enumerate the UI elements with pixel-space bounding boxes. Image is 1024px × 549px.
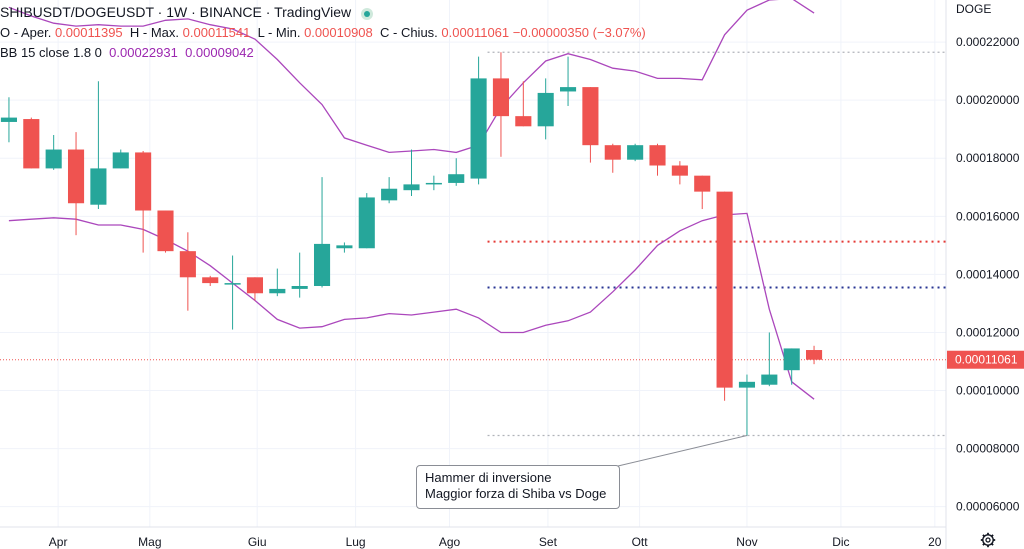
candle-down — [582, 87, 599, 146]
indicator-legend[interactable]: BB 15 close 1.8 0 0.00022931 0.00009042 — [0, 45, 254, 61]
x-tick-label: Ott — [632, 535, 649, 549]
candle-up — [269, 288, 286, 294]
annotation-line-2: Maggior forza di Shiba vs Doge — [425, 486, 607, 501]
candle-up — [291, 286, 308, 289]
candle-up — [403, 184, 420, 191]
candle-up — [425, 182, 442, 185]
candle-up — [448, 174, 465, 183]
candle-down — [157, 210, 174, 252]
x-tick-label: 20 — [928, 535, 942, 549]
candle-up — [224, 283, 241, 285]
candle-down — [515, 116, 532, 127]
annotation-connector — [617, 435, 748, 467]
close-value: 0.00011061 — [441, 25, 510, 40]
indicator-name[interactable]: BB 15 close 1.8 0 — [0, 45, 102, 60]
candle-down — [492, 78, 510, 117]
candle-down — [246, 277, 264, 294]
candle-down — [671, 165, 688, 176]
candle-down — [649, 145, 666, 166]
close-key: C - Chius. — [380, 25, 438, 40]
candle-down — [179, 251, 196, 278]
candle-down — [67, 149, 85, 204]
x-tick-label: Dic — [832, 535, 849, 549]
candle-up — [313, 243, 331, 287]
y-tick-label: 0.00022000 — [956, 35, 1020, 49]
bb-lower-value: 0.00009042 — [185, 45, 254, 60]
bb-upper-band — [8, 0, 815, 154]
y-tick-label: 0.00012000 — [956, 325, 1020, 339]
candle-up — [537, 92, 554, 127]
y-tick-label: 0.00020000 — [956, 93, 1020, 107]
candle-up — [112, 152, 129, 169]
y-tick-label: 0.00018000 — [956, 151, 1020, 165]
candle-down — [135, 152, 152, 211]
x-tick-label: Nov — [736, 535, 757, 549]
low-key: L - Min. — [257, 25, 301, 40]
low-value: 0.00010908 — [304, 25, 373, 40]
price-scale-title: DOGE — [956, 2, 992, 16]
bb-upper-value: 0.00022931 — [109, 45, 178, 60]
x-tick-label: Lug — [346, 535, 366, 549]
high-value: 0.00011541 — [182, 25, 251, 40]
candle-up — [381, 188, 398, 201]
last-price-label: 0.00011061 — [955, 353, 1018, 367]
candle-down — [604, 145, 621, 160]
change-value: −0.00000350 (−3.07%) — [512, 25, 646, 40]
candle-up — [90, 168, 107, 205]
candle-up — [470, 78, 487, 179]
candle-up — [336, 245, 353, 249]
symbol-title[interactable]: SHIBUSDT/DOGEUSDT · 1W · BINANCE · Tradi… — [0, 4, 352, 20]
y-tick-label: 0.00006000 — [956, 500, 1020, 514]
market-status-icon — [361, 7, 374, 20]
gear-icon[interactable] — [980, 532, 996, 548]
candle-down — [694, 175, 711, 192]
candle-up — [783, 348, 800, 371]
candle-up — [0, 117, 17, 122]
candle-up — [358, 197, 375, 249]
annotation-line-1: Hammer di inversione — [425, 470, 552, 485]
y-tick-label: 0.00016000 — [956, 209, 1020, 223]
open-value: 0.00011395 — [54, 25, 123, 40]
x-tick-label: Apr — [49, 535, 68, 549]
high-key: H - Max. — [129, 25, 180, 40]
candle-up — [559, 87, 577, 92]
candle-down — [716, 191, 733, 388]
open-key: O - Aper. — [0, 25, 52, 40]
last-price-badge — [947, 350, 1024, 369]
candle-down — [806, 350, 823, 360]
y-tick-label: 0.00010000 — [956, 384, 1020, 398]
x-tick-label: Set — [539, 535, 558, 549]
x-tick-label: Mag — [138, 535, 161, 549]
annotation-callout[interactable]: Hammer di inversione Maggior forza di Sh… — [416, 465, 620, 509]
ohlc-legend: O - Aper. 0.00011395 H - Max. 0.00011541… — [0, 25, 646, 41]
candle-up — [627, 145, 644, 160]
candle-down — [202, 277, 219, 284]
candle-up — [45, 149, 62, 169]
y-tick-label: 0.00008000 — [956, 442, 1020, 456]
symbol-legend: SHIBUSDT/DOGEUSDT · 1W · BINANCE · Tradi… — [0, 4, 374, 21]
y-tick-label: 0.00014000 — [956, 267, 1020, 281]
x-tick-label: Ago — [439, 535, 461, 549]
candle-down — [23, 119, 40, 169]
candle-up — [738, 381, 756, 388]
x-tick-label: Giu — [248, 535, 267, 549]
candle-up — [761, 374, 778, 385]
